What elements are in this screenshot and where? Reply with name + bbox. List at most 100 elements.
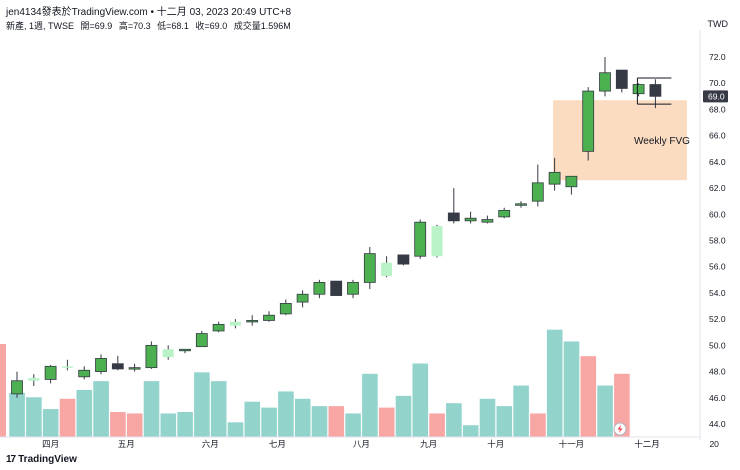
candle-body xyxy=(279,303,292,315)
candle-body xyxy=(246,320,259,323)
time-tick-label: 五月 xyxy=(118,439,135,449)
lightning-icon[interactable] xyxy=(613,422,627,436)
candle-body xyxy=(179,348,191,352)
candle[interactable] xyxy=(263,311,275,322)
candle-body xyxy=(531,182,544,202)
volume-bar xyxy=(244,401,261,437)
candle-body xyxy=(481,219,494,223)
candle[interactable] xyxy=(431,224,443,258)
candle-body xyxy=(128,367,141,370)
candle[interactable] xyxy=(498,207,511,219)
candle-body xyxy=(296,293,309,303)
price-tick-label: 68.0 xyxy=(709,104,726,114)
candle[interactable] xyxy=(179,348,191,354)
volume-bar xyxy=(143,381,160,437)
price-tick-label: 70.0 xyxy=(709,78,726,88)
candle-body xyxy=(212,323,225,332)
brand-name: TradingView xyxy=(18,454,77,465)
volume-bar xyxy=(110,412,126,437)
candle[interactable] xyxy=(212,321,225,333)
candle[interactable] xyxy=(599,57,611,97)
price-tick-label: 72.0 xyxy=(709,52,726,62)
fvg-label: Weekly FVG xyxy=(634,136,690,147)
candle[interactable] xyxy=(279,299,292,316)
candle-body xyxy=(229,321,241,326)
candle[interactable] xyxy=(481,215,494,224)
candle[interactable] xyxy=(11,371,23,398)
tradingview-logo[interactable]: 17 TradingView xyxy=(6,454,77,465)
price-tick-label: 50.0 xyxy=(709,340,726,350)
time-tick-label: 四月 xyxy=(42,439,59,449)
candle[interactable] xyxy=(515,201,527,208)
candle-body xyxy=(95,358,107,372)
volume-bar xyxy=(160,413,177,437)
candle-body xyxy=(464,217,477,222)
lightning-icon-bolt xyxy=(617,425,623,433)
candle[interactable] xyxy=(397,254,410,266)
price-tick-label: 54.0 xyxy=(709,288,726,298)
volume-bar xyxy=(462,425,479,437)
candle[interactable] xyxy=(464,211,477,224)
candle[interactable] xyxy=(44,365,57,384)
price-tick-label: 58.0 xyxy=(709,236,726,246)
candle-body xyxy=(649,84,662,97)
volume-bar xyxy=(378,407,395,437)
volume-bar xyxy=(395,395,412,437)
candle[interactable] xyxy=(615,69,628,93)
candle[interactable] xyxy=(632,83,645,97)
candle[interactable] xyxy=(381,256,393,278)
volume-bar xyxy=(227,422,244,437)
candle[interactable] xyxy=(128,363,141,372)
volume-bar xyxy=(479,398,496,437)
candle[interactable] xyxy=(548,157,561,191)
candle-body xyxy=(515,203,527,206)
candle-body xyxy=(381,262,393,276)
candle[interactable] xyxy=(531,164,544,207)
time-tick-label: 十二月 xyxy=(634,439,660,449)
candle[interactable] xyxy=(347,279,359,299)
candle[interactable] xyxy=(28,374,40,386)
candle[interactable] xyxy=(162,345,174,360)
volume-bar xyxy=(614,373,630,437)
candle[interactable] xyxy=(330,280,343,296)
price-tick-label: 48.0 xyxy=(709,367,726,377)
candle-body xyxy=(632,84,645,95)
time-tick-label: 六月 xyxy=(202,439,219,449)
candle-body xyxy=(28,378,40,381)
candle-body xyxy=(162,349,174,358)
candle[interactable] xyxy=(95,354,107,375)
last-price-label: 69.0 xyxy=(708,91,725,101)
candle[interactable] xyxy=(313,279,326,299)
publish-info: jen4134發表於TradingView.com • 十二月 03, 2023… xyxy=(6,7,292,18)
candle[interactable] xyxy=(195,330,208,348)
candle[interactable] xyxy=(145,341,158,369)
time-tick-label: 八月 xyxy=(353,439,370,449)
candle[interactable] xyxy=(414,219,427,259)
candle[interactable] xyxy=(246,315,259,326)
candle-body xyxy=(498,209,511,218)
candle-body xyxy=(195,333,208,348)
legend-open: 開=69.9 xyxy=(80,21,113,31)
price-tick-label: 66.0 xyxy=(709,131,726,141)
candle[interactable] xyxy=(565,175,578,195)
candle[interactable] xyxy=(78,366,91,380)
candle[interactable] xyxy=(61,359,73,371)
candle[interactable] xyxy=(582,87,595,161)
candle[interactable] xyxy=(229,319,241,329)
legend-symbol[interactable]: 新產, 1週, TWSE xyxy=(6,21,75,31)
volume-bar xyxy=(9,392,25,437)
candle[interactable] xyxy=(649,79,662,109)
volume-bar xyxy=(278,391,294,437)
candle[interactable] xyxy=(447,188,460,224)
candle[interactable] xyxy=(363,247,376,289)
volume-bar xyxy=(0,344,6,437)
fvg-zone xyxy=(553,100,687,181)
volume-bar xyxy=(311,406,328,437)
volume-bar xyxy=(429,413,445,437)
candle[interactable] xyxy=(111,355,124,371)
candle-body xyxy=(582,90,595,152)
candle-body xyxy=(111,363,124,370)
candle[interactable] xyxy=(296,290,309,308)
tradingview-logo-icon: 17 xyxy=(6,454,16,465)
